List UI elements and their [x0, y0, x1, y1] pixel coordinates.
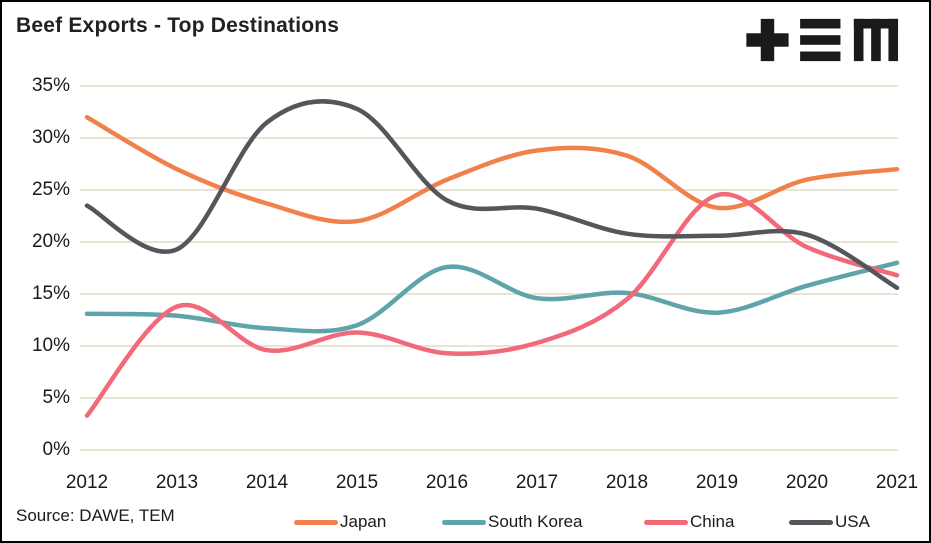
legend-swatch-china [644, 519, 688, 525]
y-tick-label: 25% [31, 179, 70, 200]
y-tick-label: 10% [31, 335, 70, 356]
legend-item-china: China [644, 512, 734, 532]
logo-bars-icon [800, 18, 841, 62]
series-line-china [84, 191, 900, 418]
y-tick-label: 30% [31, 127, 70, 148]
legend-label-usa: USA [835, 512, 870, 531]
y-tick-label: 35% [31, 75, 70, 96]
legend-label-japan: Japan [340, 512, 387, 531]
logo-plus-icon [746, 18, 789, 62]
legend-label-china: China [690, 512, 735, 531]
series-line-south-korea [84, 260, 900, 334]
tem-logo [746, 18, 899, 62]
legend-item-usa: USA [789, 512, 870, 532]
x-tick-label: 2015 [335, 472, 379, 493]
source-note: Source: DAWE, TEM [16, 506, 175, 525]
x-tick-label: 2013 [155, 472, 199, 493]
series-line-japan [84, 114, 900, 225]
legend-swatch-usa [789, 519, 833, 525]
x-tick-label: 2017 [515, 472, 559, 493]
x-tick-label: 2019 [695, 472, 739, 493]
x-tick-label: 2016 [425, 472, 469, 493]
x-tick-label: 2020 [785, 472, 829, 493]
series-line-usa [84, 99, 900, 291]
y-tick-label: 15% [31, 283, 70, 304]
legend-label-south-korea: South Korea [488, 512, 583, 531]
x-tick-label: 2021 [875, 472, 919, 493]
y-tick-label: 5% [42, 387, 70, 408]
chart-title: Beef Exports - Top Destinations [16, 14, 340, 37]
x-tick-label: 2018 [605, 472, 649, 493]
logo-m-icon [853, 18, 899, 62]
legend-item-south-korea: South Korea [442, 512, 583, 532]
legend-swatch-south-korea [442, 519, 486, 525]
x-tick-label: 2014 [245, 472, 289, 493]
x-tick-label: 2012 [65, 472, 109, 493]
legend-item-japan: Japan [294, 512, 386, 532]
legend-swatch-japan [294, 519, 338, 525]
y-tick-label: 0% [42, 439, 70, 460]
y-tick-label: 20% [31, 231, 70, 252]
